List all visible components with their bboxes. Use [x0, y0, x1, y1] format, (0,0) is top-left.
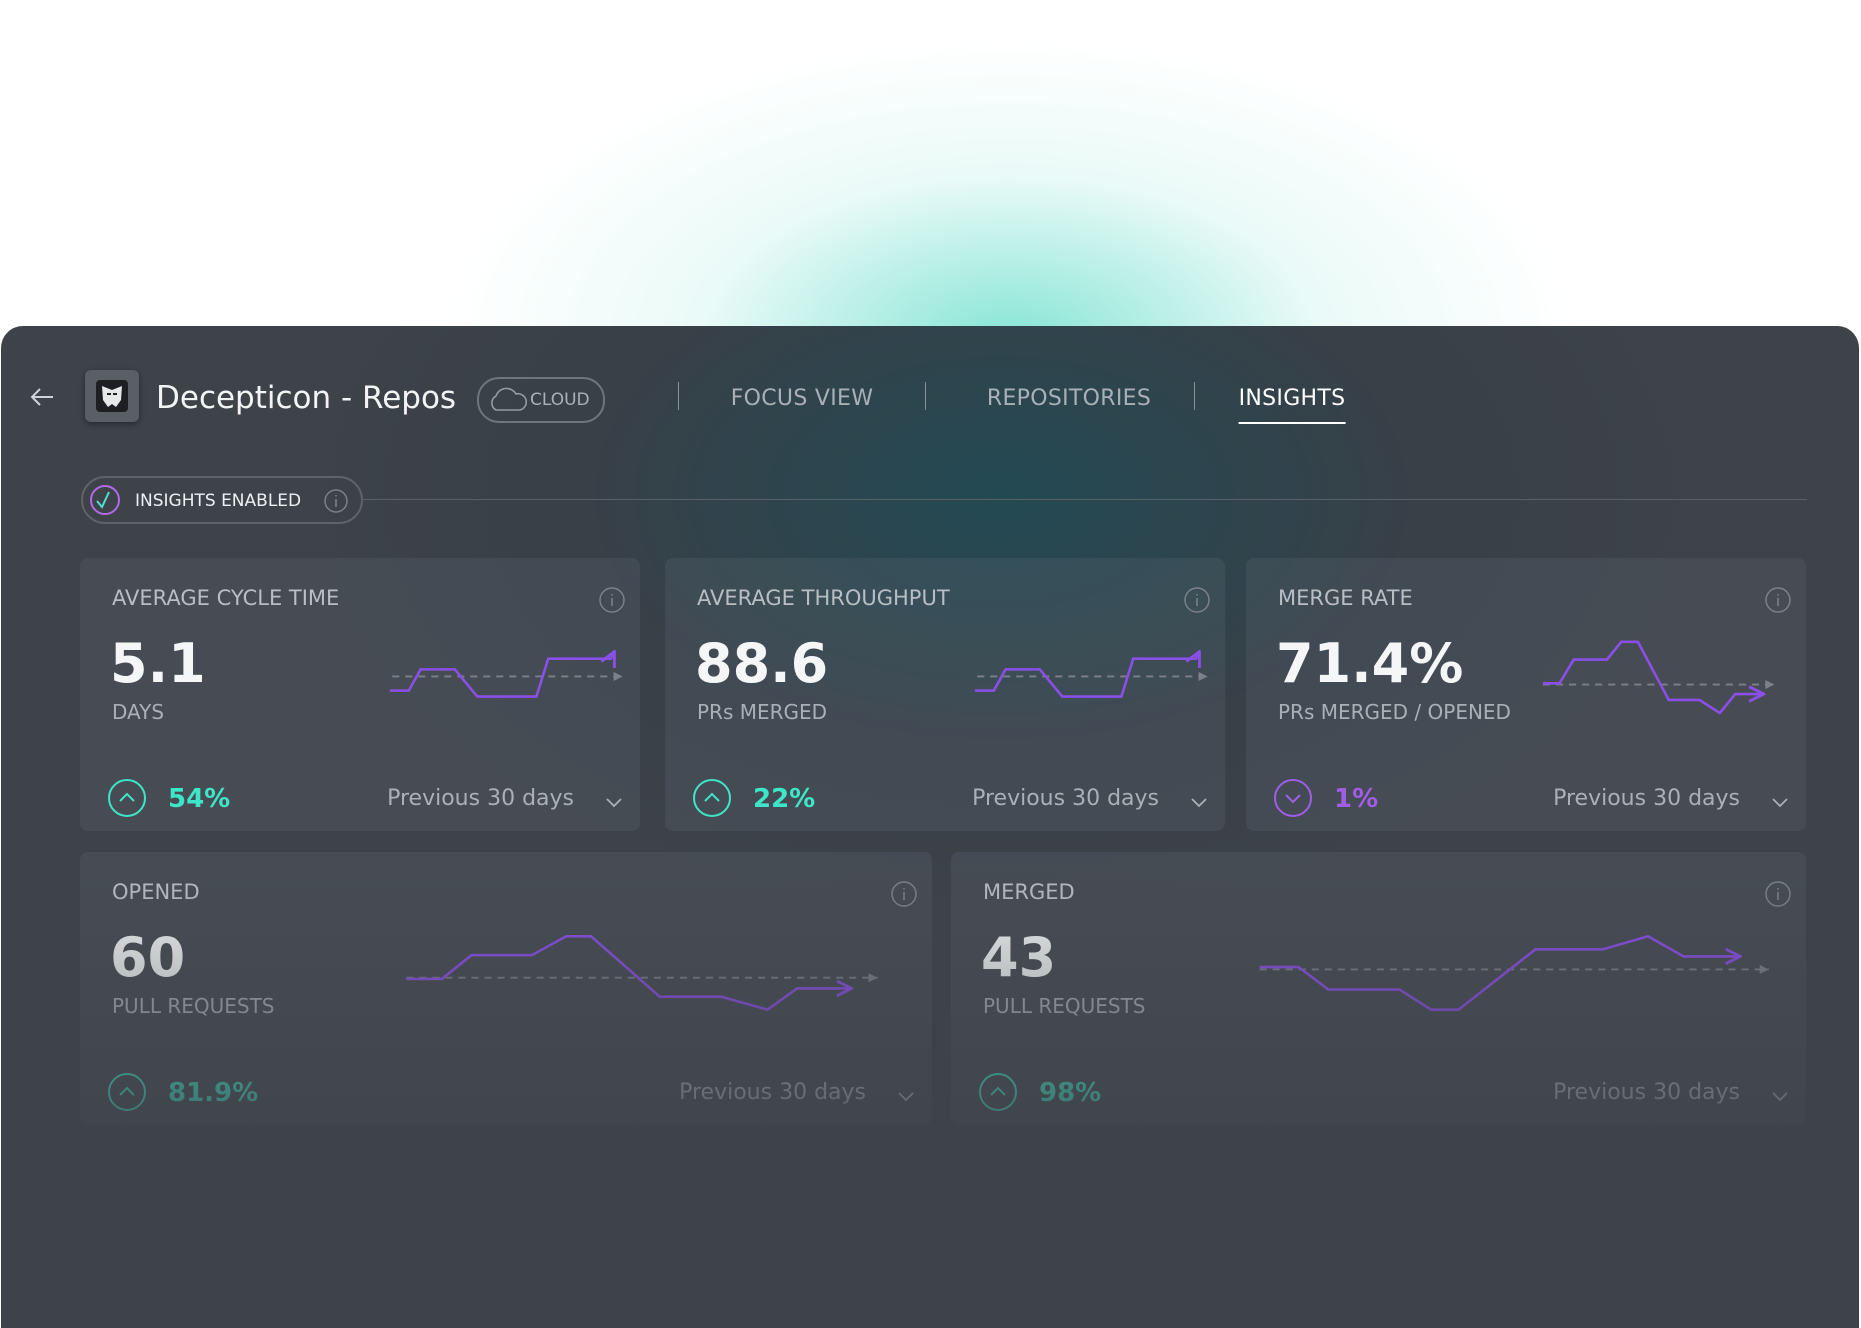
change-value: 1%	[1334, 784, 1379, 814]
trend-ring	[1274, 779, 1312, 817]
repo-logo	[85, 370, 139, 422]
trend-line	[389, 652, 615, 698]
trend-indicator	[1274, 779, 1312, 817]
metric-value: 5.1	[110, 632, 206, 695]
status-label: INSIGHTS ENABLED	[135, 491, 302, 511]
period-select[interactable]: Previous 30 days	[1553, 786, 1740, 811]
bottom-fade	[1, 866, 1859, 1328]
chevron-path	[1772, 798, 1788, 808]
sparkline	[389, 641, 623, 698]
info-icon[interactable]	[1764, 586, 1792, 614]
nav-separator	[678, 382, 679, 410]
sparkline	[974, 641, 1208, 698]
badge-label: CLOUD	[530, 390, 590, 410]
logo-icon	[96, 380, 128, 412]
dropdown-chevron	[1191, 798, 1207, 808]
change-value: 22%	[753, 784, 816, 814]
card-title: AVERAGE CYCLE TIME	[112, 586, 340, 610]
chevron-path	[1191, 798, 1207, 808]
metric-unit: DAYS	[112, 700, 165, 724]
dropdown-chevron	[606, 798, 622, 808]
metric-value: 88.6	[695, 632, 829, 695]
metric-card: AVERAGE CYCLE TIME 5.1 DAYS 54% Previous 30 …	[80, 558, 640, 831]
chevron-path	[606, 798, 622, 808]
trend-line	[974, 652, 1200, 698]
sparkline	[1542, 640, 1775, 715]
trend-chevron	[704, 792, 720, 802]
trend-indicator	[693, 779, 731, 817]
period-select[interactable]: Previous 30 days	[387, 786, 574, 811]
trend-ring	[108, 779, 146, 817]
active-underline	[1238, 422, 1346, 424]
insights-status: INSIGHTS ENABLED	[81, 476, 363, 524]
cloud-icon	[491, 387, 528, 411]
card-title: AVERAGE THROUGHPUT	[697, 586, 950, 610]
app-panel: Decepticon - Repos CLOUD FOCUS VIEW REPOS…	[1, 326, 1859, 1328]
change-value: 54%	[168, 784, 231, 814]
status-icon	[90, 485, 120, 515]
info-icon[interactable]	[1183, 586, 1211, 614]
metric-card: MERGE RATE 71.4% PRs MERGED / OPENED 1% Prev…	[1246, 558, 1806, 831]
card-title: MERGE RATE	[1278, 586, 1413, 610]
info-ring	[1184, 587, 1210, 613]
trend-ring	[693, 779, 731, 817]
metric-value: 71.4%	[1276, 632, 1464, 695]
nav-separator	[1194, 382, 1195, 410]
trend-chevron	[1285, 794, 1301, 804]
divider	[361, 499, 1807, 500]
trend-line	[1542, 640, 1764, 715]
info-icon[interactable]	[323, 488, 349, 514]
nav-separator	[925, 382, 926, 410]
page-title: Decepticon - Repos	[156, 380, 457, 416]
info-ring	[599, 587, 625, 613]
metric-unit: PRs MERGED / OPENED	[1278, 700, 1511, 724]
metric-unit: PRs MERGED	[697, 700, 828, 724]
period-select[interactable]: Previous 30 days	[972, 786, 1159, 811]
nav-tab[interactable]: FOCUS VIEW	[730, 386, 874, 411]
trend-indicator	[108, 779, 146, 817]
info-icon[interactable]	[598, 586, 626, 614]
nav-tab[interactable]: INSIGHTS	[1238, 386, 1346, 424]
nav-tab[interactable]: REPOSITORIES	[986, 386, 1152, 411]
dropdown-chevron	[1772, 798, 1788, 808]
back-button[interactable]	[29, 386, 55, 408]
metric-card: AVERAGE THROUGHPUT 88.6 PRs MERGED 22% Previ…	[665, 558, 1225, 831]
trend-chevron	[119, 792, 135, 802]
cloud-badge: CLOUD	[477, 377, 605, 423]
info-ring	[1765, 587, 1791, 613]
